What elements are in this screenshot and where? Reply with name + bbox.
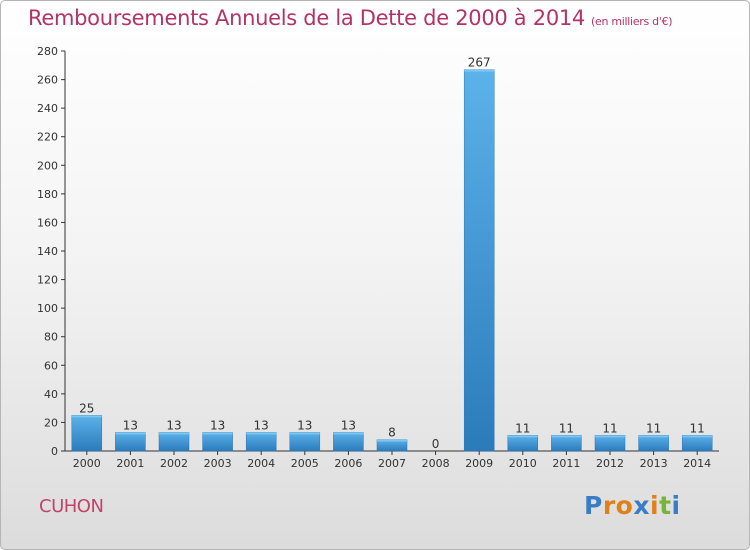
data-label: 11 xyxy=(515,421,530,435)
bar-highlight xyxy=(202,432,233,435)
bar-highlight xyxy=(333,432,364,435)
x-tick-label: 2004 xyxy=(247,457,275,470)
bar-highlight xyxy=(71,415,102,418)
x-tick-label: 2012 xyxy=(596,457,624,470)
bar xyxy=(115,432,146,452)
bar-highlight xyxy=(377,439,407,442)
bar-highlight xyxy=(595,435,625,438)
data-label: 11 xyxy=(559,421,574,435)
logo-letter: o xyxy=(615,491,634,520)
bar-highlight xyxy=(159,432,189,435)
x-tick-label: 2005 xyxy=(291,457,319,470)
data-label: 11 xyxy=(646,421,661,435)
y-tick-label: 180 xyxy=(37,188,58,201)
y-tick-label: 240 xyxy=(37,102,58,115)
axes: 0204060801001201401601802002202402602802… xyxy=(37,45,719,470)
commune-name: CUHON xyxy=(39,496,104,517)
proxiti-logo: Proxiti xyxy=(584,491,681,520)
bar-highlight xyxy=(464,69,495,72)
data-label: 25 xyxy=(79,401,94,415)
x-tick-label: 2001 xyxy=(116,457,144,470)
bar xyxy=(507,435,539,452)
bar xyxy=(71,415,103,452)
data-label: 13 xyxy=(210,418,225,432)
x-tick-label: 2010 xyxy=(509,457,537,470)
logo-letter: i xyxy=(671,491,681,520)
bar xyxy=(245,432,277,452)
logo-letter: P xyxy=(584,491,603,520)
y-tick-label: 220 xyxy=(37,131,58,144)
unit-subtitle: (en milliers d'€) xyxy=(591,15,673,28)
x-tick-label: 2007 xyxy=(378,457,406,470)
data-label: 13 xyxy=(297,418,312,432)
data-label: 13 xyxy=(123,418,138,432)
x-tick-label: 2000 xyxy=(73,457,101,470)
bar xyxy=(594,435,626,452)
x-tick-label: 2008 xyxy=(422,457,450,470)
logo-letter: i xyxy=(650,491,660,520)
logo-letter: x xyxy=(633,491,650,520)
y-tick-label: 0 xyxy=(51,445,58,458)
y-tick-label: 60 xyxy=(44,359,58,372)
bar-highlight xyxy=(638,435,669,438)
y-tick-label: 20 xyxy=(44,416,58,429)
data-label: 13 xyxy=(166,418,181,432)
y-tick-label: 40 xyxy=(44,388,58,401)
data-label: 8 xyxy=(388,426,396,440)
bar xyxy=(551,435,582,452)
x-tick-label: 2002 xyxy=(160,457,188,470)
x-tick-label: 2013 xyxy=(640,457,668,470)
title-text: Remboursements Annuels de la Dette de 20… xyxy=(28,6,585,30)
y-tick-label: 120 xyxy=(37,274,58,287)
x-tick-label: 2003 xyxy=(204,457,232,470)
bar xyxy=(463,69,495,452)
x-tick-label: 2009 xyxy=(465,457,493,470)
data-label: 0 xyxy=(432,437,440,451)
bar-highlight xyxy=(682,435,713,438)
y-tick-label: 200 xyxy=(37,159,58,172)
bar xyxy=(202,432,233,452)
y-tick-label: 100 xyxy=(37,302,58,315)
y-tick-label: 80 xyxy=(44,331,58,344)
data-label: 13 xyxy=(254,418,269,432)
data-label: 267 xyxy=(468,56,491,70)
logo-letter: r xyxy=(602,491,616,520)
bar-highlight xyxy=(507,435,538,438)
bar xyxy=(333,432,364,452)
y-tick-label: 140 xyxy=(37,245,58,258)
x-tick-label: 2011 xyxy=(552,457,580,470)
x-tick-label: 2014 xyxy=(683,457,711,470)
chart-title: Remboursements Annuels de la Dette de 20… xyxy=(28,6,672,30)
bar xyxy=(681,435,713,452)
bar xyxy=(638,435,669,452)
data-label: 13 xyxy=(341,418,356,432)
bars: 25 13 13 13 13 13 13 8 0 267 11 11 11 11 11 xyxy=(71,56,713,452)
data-label: 11 xyxy=(690,421,705,435)
data-label: 11 xyxy=(602,421,617,435)
bar xyxy=(289,432,321,452)
bar-highlight xyxy=(115,432,146,435)
bar-highlight xyxy=(551,435,582,438)
y-tick-label: 260 xyxy=(37,74,58,87)
logo-letter: t xyxy=(659,491,672,520)
y-tick-label: 280 xyxy=(37,45,58,58)
bar-highlight xyxy=(246,432,277,435)
y-tick-label: 160 xyxy=(37,216,58,229)
x-tick-label: 2006 xyxy=(334,457,362,470)
bar xyxy=(158,432,190,452)
bar-highlight xyxy=(289,432,320,435)
